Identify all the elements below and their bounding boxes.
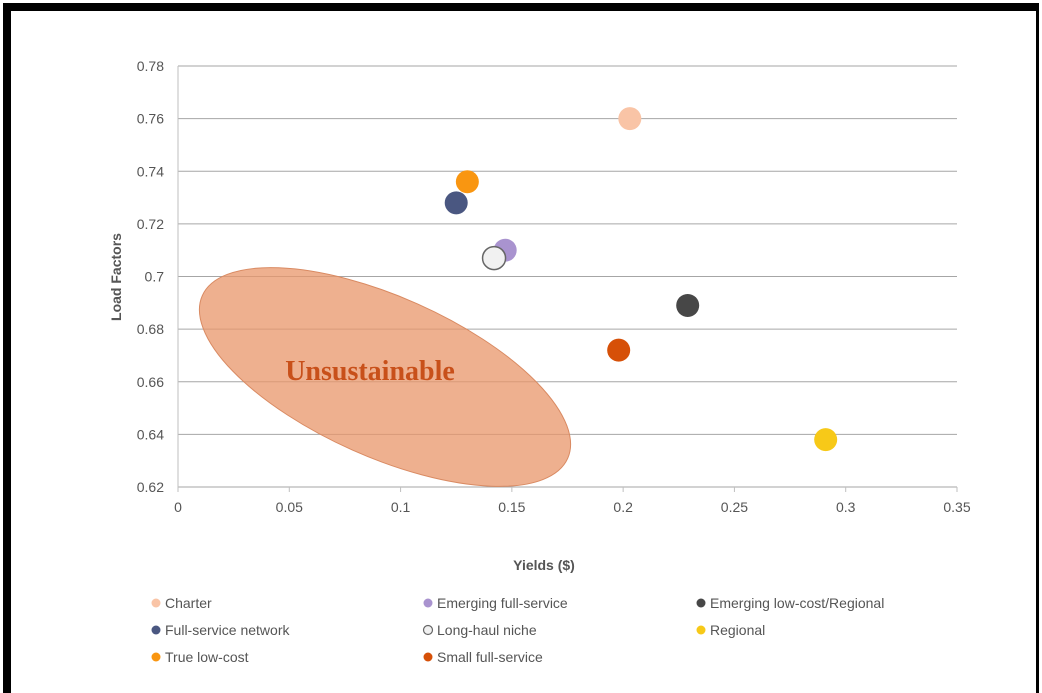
x-axis-title: Yields ($) xyxy=(513,557,575,573)
legend-marker xyxy=(423,652,433,662)
data-point-emerging-low-cost-regional xyxy=(676,293,700,317)
legend-marker xyxy=(151,598,161,608)
legend-item: Long-haul niche xyxy=(422,622,537,638)
legend-item: True low-cost xyxy=(151,649,249,665)
x-tick-label: 0 xyxy=(174,499,182,515)
y-tick-label: 0.62 xyxy=(137,479,164,495)
y-tick-label: 0.7 xyxy=(145,269,165,285)
x-tick-label: 0.2 xyxy=(613,499,633,515)
legend-item: Emerging low-cost/Regional xyxy=(696,595,884,611)
legend-item: Small full-service xyxy=(423,649,543,665)
y-tick-label: 0.74 xyxy=(137,163,164,179)
legend-item: Charter xyxy=(151,595,212,611)
x-tick-label: 0.05 xyxy=(276,499,303,515)
x-tick-label: 0.3 xyxy=(836,499,856,515)
legend-item: Regional xyxy=(696,622,765,638)
data-point-regional xyxy=(814,428,838,452)
data-point-true-low-cost xyxy=(455,170,479,194)
legend-label: Emerging low-cost/Regional xyxy=(710,595,884,611)
data-point-full-service-network xyxy=(444,191,468,215)
legend-marker xyxy=(696,598,706,608)
legend: Charter Emerging full-service Emerging low… xyxy=(151,595,884,665)
legend-label: Long-haul niche xyxy=(437,622,537,638)
legend-label: Regional xyxy=(710,622,765,638)
y-tick-label: 0.76 xyxy=(137,111,164,127)
legend-marker xyxy=(423,598,433,608)
data-point-charter xyxy=(618,107,642,131)
legend-label: Charter xyxy=(165,595,212,611)
legend-item: Full-service network xyxy=(151,622,290,638)
x-tick-label: 0.15 xyxy=(498,499,525,515)
legend-marker xyxy=(422,624,434,636)
y-tick-label: 0.66 xyxy=(137,374,164,390)
legend-marker xyxy=(151,625,161,635)
unsustainable-label: Unsustainable xyxy=(285,356,455,387)
data-point-long-haul-niche xyxy=(481,245,507,271)
unsustainable-region xyxy=(198,267,572,487)
chart-frame xyxy=(3,3,1039,693)
x-tick-label: 0.25 xyxy=(721,499,748,515)
y-tick-labels: 0.62 0.64 0.66 0.68 0.7 0.72 0.74 0.76 0.78 xyxy=(137,58,164,495)
data-points xyxy=(444,107,838,452)
data-point-small-full-service xyxy=(607,338,631,362)
y-tick-label: 0.64 xyxy=(137,426,164,442)
legend-marker xyxy=(151,652,161,662)
y-tick-label: 0.68 xyxy=(137,321,164,337)
x-tick-label: 0.1 xyxy=(391,499,411,515)
legend-marker xyxy=(696,625,706,635)
legend-label: Small full-service xyxy=(437,649,543,665)
y-tick-label: 0.72 xyxy=(137,216,164,232)
x-tick-labels: 0 0.05 0.1 0.15 0.2 0.25 0.3 0.35 xyxy=(174,487,971,515)
legend-label: True low-cost xyxy=(165,649,249,665)
legend-item: Emerging full-service xyxy=(423,595,568,611)
legend-label: Emerging full-service xyxy=(437,595,568,611)
x-tick-label: 0.35 xyxy=(943,499,970,515)
y-tick-label: 0.78 xyxy=(137,58,164,74)
y-axis-title: Load Factors xyxy=(108,233,124,321)
legend-label: Full-service network xyxy=(165,622,290,638)
